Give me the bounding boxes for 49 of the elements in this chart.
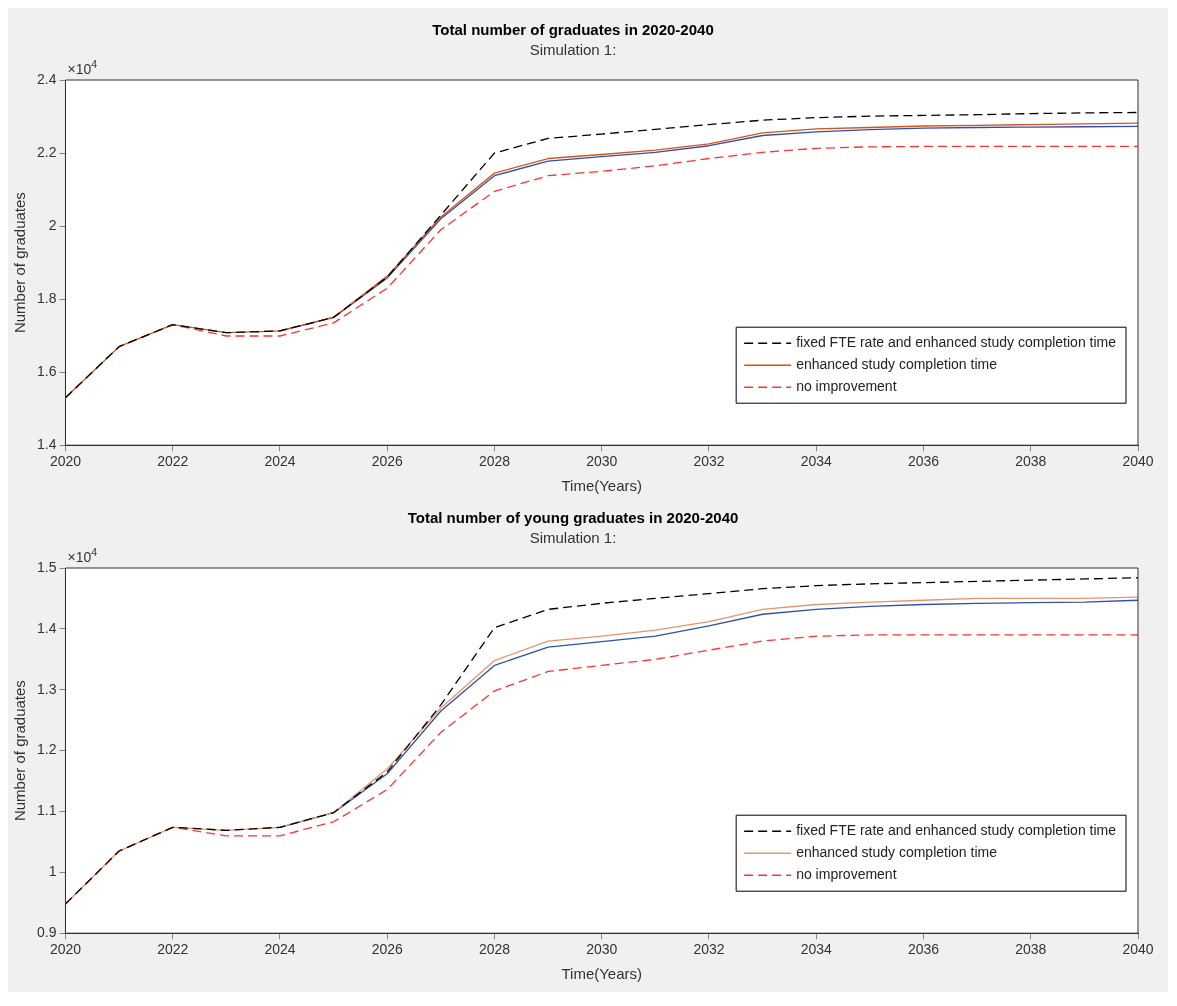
x-tick-label: 2028 [478,453,511,470]
x-tick-label: 2036 [907,941,940,958]
legend-label: no improvement [796,866,897,883]
y-tick-label: 0.9 [36,924,57,941]
y-tick-label: 1.5 [36,558,57,575]
x-axis-title: Time(Years) [561,965,643,983]
x-tick-label: 2024 [264,453,296,470]
y-tick-label: 2 [48,216,57,233]
x-tick-label: 2020 [49,941,82,958]
chart-subtitle: Simulation 1: [529,529,617,547]
y-tick-label: 1.8 [36,289,57,306]
x-tick-label: 2036 [907,453,940,470]
x-tick-label: 2034 [800,453,833,470]
chart-subtitle: Simulation 1: [529,41,617,59]
x-tick-label: 2030 [586,453,618,470]
x-tick-label: 2022 [157,941,189,958]
chart-title: Total number of graduates in 2020-2040 [432,21,714,39]
x-axis-title: Time(Years) [561,477,643,495]
chart-title: Total number of young graduates in 2020-2040 [407,509,739,527]
y-tick-label: 1.3 [36,680,57,697]
y-tick-label: 1.4 [36,436,57,453]
x-tick-label: 2040 [1122,941,1154,958]
x-tick-label: 2038 [1015,453,1047,470]
x-tick-label: 2038 [1015,941,1047,958]
x-tick-label: 2034 [800,941,833,958]
y-tick-label: 1.6 [36,363,57,380]
y-axis-title: Number of graduates [11,192,29,334]
x-tick-label: 2040 [1122,453,1154,470]
legend-label: enhanced study completion time [796,356,998,373]
x-tick-label: 2026 [371,453,403,470]
y-tick-label: 2.4 [36,70,57,87]
y-tick-label: 1 [48,863,57,880]
x-tick-label: 2030 [586,941,618,958]
x-tick-label: 2028 [478,941,511,958]
legend-label: enhanced study completion time [796,844,998,861]
legend-label: fixed FTE rate and enhanced study completion time [796,822,1117,839]
y-axis-title: Number of graduates [11,680,29,822]
legend-label: fixed FTE rate and enhanced study completion time [796,334,1117,351]
legend-label: no improvement [796,378,897,395]
x-tick-label: 2032 [693,941,725,958]
x-tick-label: 2032 [693,453,725,470]
y-tick-label: 2.2 [36,143,57,160]
y-tick-label: 1.4 [36,619,57,636]
x-tick-label: 2026 [371,941,403,958]
x-tick-label: 2020 [49,453,82,470]
x-tick-label: 2024 [264,941,296,958]
y-tick-label: 1.1 [36,802,57,819]
y-tick-label: 1.2 [36,741,57,758]
x-tick-label: 2022 [157,453,189,470]
